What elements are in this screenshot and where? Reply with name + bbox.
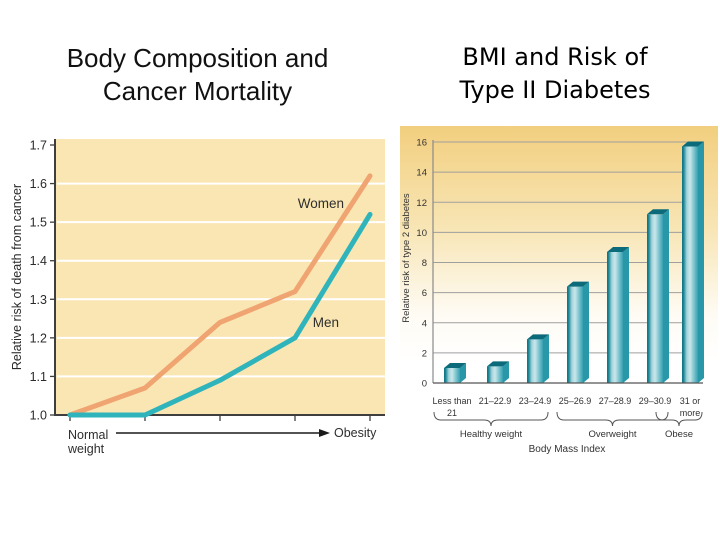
normal-weight-label: Normal [68, 428, 108, 442]
group-bracket-0 [433, 411, 549, 427]
bar-front [647, 214, 663, 383]
y-axis-label: Relative risk of type 2 diabetes [401, 193, 412, 323]
x-tick-label: 21 [447, 408, 457, 418]
bar-front [567, 286, 583, 383]
x-tick-label: 23–24.9 [519, 396, 552, 406]
bar-side [543, 334, 549, 383]
group-label-2: Obese [665, 429, 693, 440]
y-tick-label: 1.5 [30, 216, 47, 230]
y-tick-label: 14 [416, 168, 427, 179]
y-axis-label: Relative risk of death from cancer [10, 184, 24, 370]
group-label-1: Overweight [588, 429, 636, 440]
y-tick-label: 1.6 [30, 177, 47, 191]
y-tick-label: 1.4 [30, 254, 47, 268]
series-label-women: Women [298, 196, 344, 211]
series-label-men: Men [313, 315, 339, 330]
bar-top [487, 361, 509, 367]
bar-top [682, 141, 704, 147]
bar-side [460, 362, 466, 383]
y-tick-label: 1.0 [30, 409, 47, 423]
bar-front [444, 367, 460, 383]
bar-front [682, 146, 698, 383]
bar-side [503, 361, 509, 383]
series-line-women [67, 173, 373, 418]
x-tick-label: 27–28.9 [599, 396, 632, 406]
group-bracket-2 [655, 411, 703, 427]
normal-weight-label2: weight [67, 442, 105, 456]
y-tick-label: 1.3 [30, 293, 47, 307]
left-chart-title: Body Composition and Cancer Mortality [66, 43, 329, 106]
x-tick-label: 21–22.9 [479, 396, 512, 406]
bar-top [527, 334, 549, 340]
bar-front [487, 366, 503, 383]
x-tick-label: more [680, 408, 701, 418]
series-line-men [67, 211, 373, 418]
bar-front [527, 339, 543, 383]
y-tick-label: 12 [416, 198, 427, 209]
bar-6 [682, 141, 704, 383]
y-tick-label: 0 [422, 379, 427, 390]
y-tick-label: 10 [416, 228, 427, 239]
bar-top [647, 209, 669, 215]
x-tick-label: Less than [432, 396, 471, 406]
right-chart-title: BMI and Risk of Type II Diabetes [459, 43, 651, 104]
obesity-arrow-head [319, 429, 330, 437]
bar-side [663, 209, 669, 383]
y-tick-label: 4 [422, 318, 427, 329]
x-tick-label: 29–30.9 [639, 396, 672, 406]
y-tick-label: 1.2 [30, 331, 47, 345]
y-tick-label: 1.7 [30, 139, 47, 153]
y-tick-label: 8 [422, 258, 427, 269]
bar-front [607, 251, 623, 383]
bar-top [444, 362, 466, 368]
bar-5 [647, 209, 669, 383]
y-tick-label: 16 [416, 138, 427, 149]
bar-3 [567, 281, 589, 383]
y-tick-label: 6 [422, 288, 427, 299]
x-axis-label: Body Mass Index [529, 444, 606, 455]
y-tick-label: 2 [422, 348, 427, 359]
x-tick-label: 31 or [680, 396, 701, 406]
group-label-0: Healthy weight [460, 429, 523, 440]
y-tick-label: 1.1 [30, 370, 47, 384]
obesity-label: Obesity [334, 426, 377, 440]
bar-0 [444, 362, 466, 383]
bar-2 [527, 334, 549, 383]
bar-side [583, 281, 589, 383]
x-tick-label: 25–26.9 [559, 396, 592, 406]
bar-side [698, 141, 704, 383]
bar-top [567, 281, 589, 287]
bar-1 [487, 361, 509, 383]
bar-4 [607, 246, 629, 383]
bar-top [607, 246, 629, 252]
bar-side [623, 246, 629, 383]
